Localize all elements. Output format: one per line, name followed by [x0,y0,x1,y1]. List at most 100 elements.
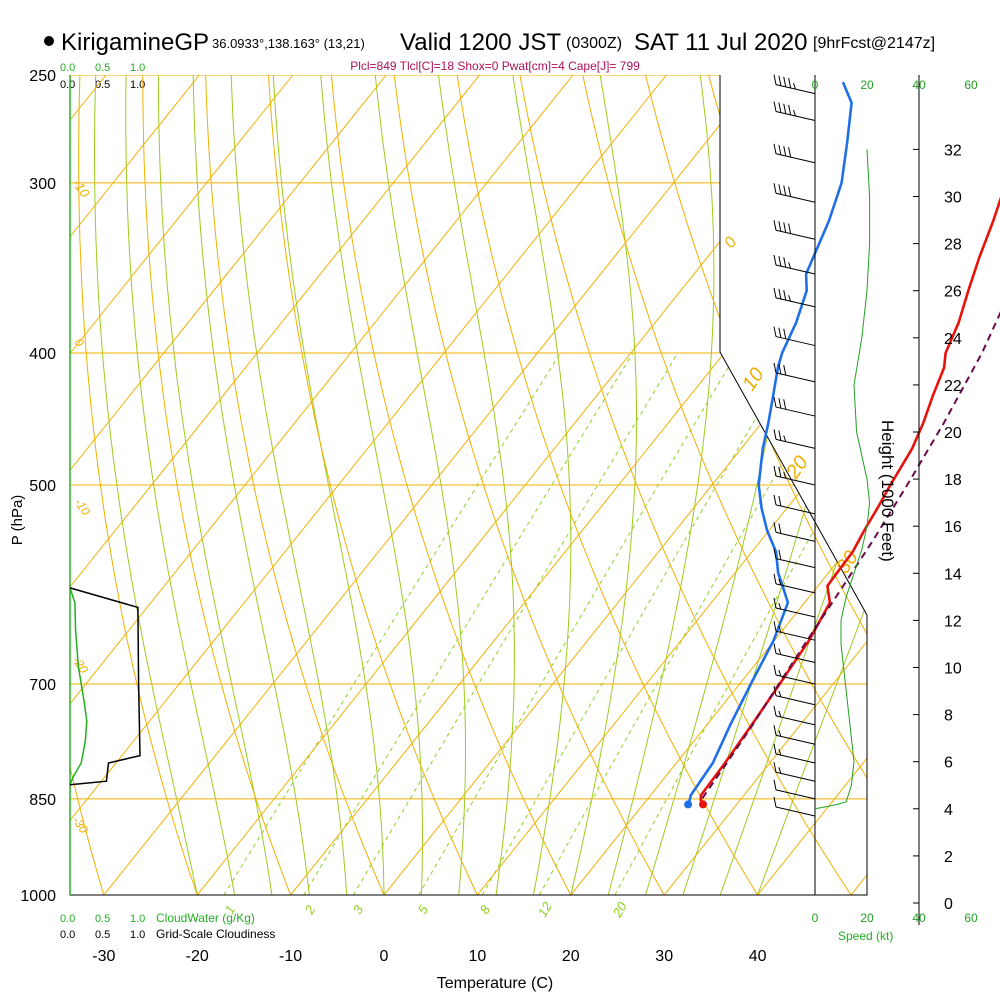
wind-barb-staff [775,504,816,515]
wind-barb-staff [775,406,816,417]
wind-barb-flag [773,522,777,533]
wind-barb-flag [778,523,782,534]
wind-barb-flag [778,184,782,195]
mixing-ratio-label: 20 [609,899,630,921]
temperature-tick-label: 30 [655,948,673,965]
wind-barb-flag [783,435,787,442]
wind-barb [773,705,816,726]
wind-barb [773,143,816,164]
pressure-tick-label: 1000 [20,888,56,905]
dry-adiabat-line [515,75,867,895]
wind-barb [773,725,816,745]
wind-barb [773,743,816,764]
pressure-tick-label: 250 [29,68,56,85]
wind-barb-flag [783,472,787,479]
wind-barb-flag [788,223,792,234]
speed-tick-bottom: 20 [860,911,874,925]
wind-barb-flag [773,762,777,773]
wind-barb [773,465,816,486]
wind-barb-flag [778,75,782,86]
wind-barb-flag [778,256,782,267]
mixing-ratio-label: 3 [350,902,367,916]
wind-barb-staff [775,715,816,726]
height-tick-label: 4 [944,802,953,819]
wind-barb-staff [775,674,816,685]
wind-barb [773,664,816,685]
wind-barb-flag [773,326,777,337]
wind-barb-flag [778,690,782,698]
wind-barb [773,362,816,383]
dry-adiabat-line [142,75,303,895]
wind-barb-flag [773,685,777,696]
height-tick-label: 32 [944,142,962,159]
wind-barb-flag [773,429,777,440]
pressure-tick-label: 500 [29,478,56,495]
height-tick-label: 12 [944,613,962,630]
isotherm-line [70,75,200,895]
height-tick-label: 22 [944,378,962,395]
speed-tick-bottom: 0 [812,911,819,925]
wind-barb-flag [783,185,787,196]
wind-barb [773,597,816,618]
wind-barb-flag [788,295,792,302]
dry-adiabat-line [266,75,492,895]
height-tick-label: 8 [944,708,953,725]
bottom-scales: 0.0 0.5 1.0 CloudWater (g/Kg) 0.0 0.5 1.… [60,911,893,943]
dewpoint-line [686,81,853,805]
height-tick-label: 20 [944,425,962,442]
cloud-water-line [69,587,88,786]
wind-barb-flag [773,743,777,755]
isotherm-line [570,75,867,895]
wind-barb [773,101,816,122]
wind-barb-staff [775,111,816,122]
speed-tick-top: 0 [812,78,819,92]
wind-barb-flag [788,262,792,269]
temperature-tick-label: 10 [469,948,487,965]
wind-barb [773,548,816,569]
wind-barb-flag [778,748,782,756]
mixing-ratio-label: 5 [415,902,432,916]
cloud-profiles [69,587,141,786]
wind-barb-flag [778,730,782,737]
wind-barb-flag [793,82,796,90]
wind-barb-staff [775,607,816,618]
wind-barb-flag [773,143,777,154]
wind-barb-flag [773,220,777,231]
isotherm-line [663,75,867,895]
moist-adiabat-line [607,75,715,895]
wind-barb [773,685,816,706]
wind-barb [773,522,816,542]
wind-barb-staff [775,583,816,594]
mixing-ratio-line [481,352,795,895]
wind-barb-staff [775,153,816,164]
mixing-ratio-labels: 1 2 3 5 8 12 20 [222,899,631,921]
wind-barb [773,326,816,347]
temperature-axis: Temperature (C) -30 -20 -10 0 10 20 30 40 [92,948,766,992]
wind-barb-flag [793,109,796,117]
cloudwater-bottom-tick: 0.5 [95,913,110,925]
wind-barb-flag [773,548,777,559]
wind-barb-staff [775,438,816,449]
moist-adiabat-line [229,75,348,895]
moist-adiabat-line [125,75,236,895]
cloudiness-bottom-tick: 1.0 [130,929,145,941]
wind-barb-staff [775,695,816,706]
wind-barb-flag [788,186,792,197]
wind-barb-flag [773,643,777,654]
isotherm-line [0,75,13,895]
dry-adiabat-line [390,75,682,895]
wind-barb-flag [788,147,792,158]
moist-adiabat-line [318,75,423,895]
dry-adiabat-label: 10 [738,364,769,395]
forecast-info: [9hrFcst@2147z] [813,35,935,52]
cloudwater-bottom-tick: 1.0 [130,913,145,925]
wind-barb [773,643,816,664]
wind-barb-flag [778,549,782,560]
moist-adiabat-line [192,75,310,895]
cloudiness-scale-tick: 1.0 [130,79,145,91]
wind-barb-flag [778,626,782,633]
wind-barb-staff [775,192,816,203]
height-tick-label: 30 [944,190,962,207]
